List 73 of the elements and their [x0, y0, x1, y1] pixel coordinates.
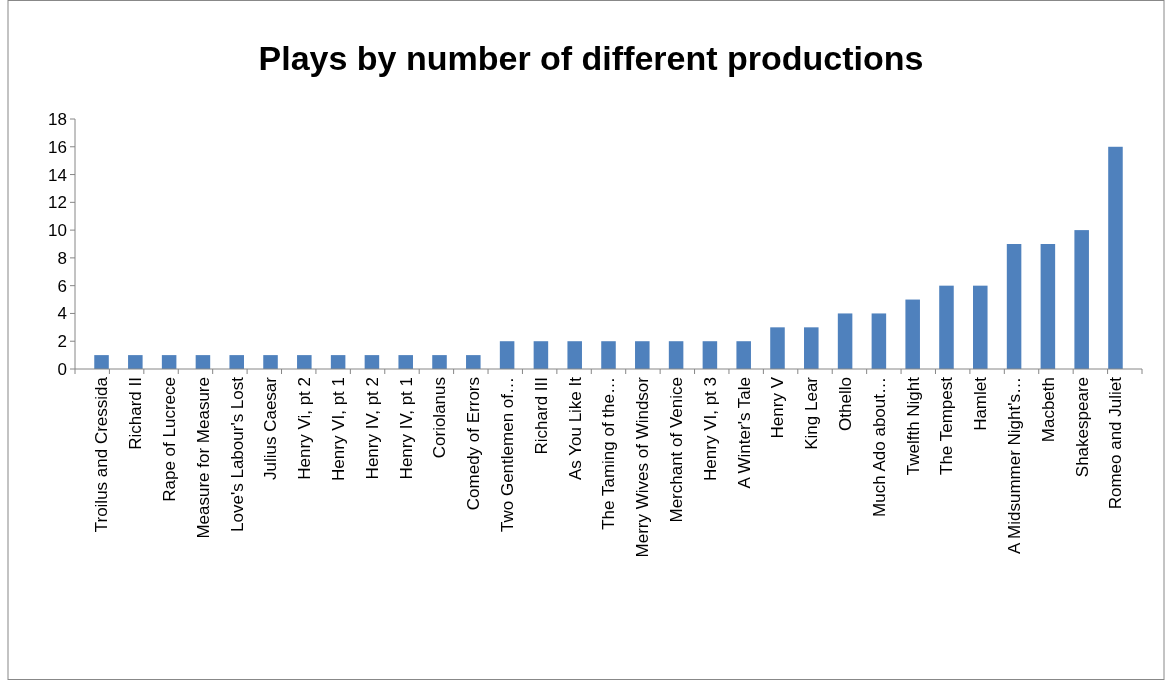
y-tick-label: 16	[48, 137, 67, 157]
x-tick-label: The Taming of the…	[599, 377, 619, 530]
y-tick-label: 8	[57, 248, 67, 268]
y-tick-label: 12	[48, 193, 67, 213]
x-tick-label: Shakespeare	[1072, 377, 1092, 478]
x-tick-label: The Tempest	[937, 376, 957, 475]
y-tick-label: 10	[48, 221, 67, 241]
y-tick-label: 0	[57, 359, 67, 379]
bar	[837, 313, 853, 369]
x-tick-label: Much Ado about…	[869, 377, 889, 517]
bar	[330, 355, 346, 369]
x-tick-label: Henry VI, pt 3	[700, 377, 720, 481]
x-tick-label: Two Gentlemen of…	[498, 377, 518, 532]
bar	[871, 313, 887, 369]
x-tick-label: Henry IV, pt 1	[396, 377, 416, 480]
x-tick-label: Twelfth Night	[903, 376, 923, 476]
bar	[1074, 230, 1089, 369]
bar	[905, 299, 920, 369]
bar	[195, 355, 211, 369]
bar	[1108, 146, 1123, 369]
x-tick-label: Merchant of Venice	[667, 377, 687, 523]
x-tick-label: Henry VI, pt 1	[329, 377, 349, 481]
y-tick-label: 18	[48, 109, 67, 129]
x-tick-label: Macbeth	[1038, 377, 1058, 443]
bar	[297, 355, 312, 369]
x-tick-label: Othello	[836, 377, 856, 431]
x-tick-label: A Winter's Tale	[734, 377, 754, 489]
x-tick-label: As You Like It	[565, 376, 585, 481]
y-tick-label: 14	[48, 165, 67, 185]
x-tick-label: A Midsummer Night's…	[1005, 377, 1025, 555]
bar	[736, 341, 751, 369]
bar	[432, 355, 447, 369]
x-tick-label: Measure for Measure	[193, 377, 213, 539]
bar	[973, 285, 988, 369]
x-tick-label: Troilus and Cressida	[92, 376, 112, 533]
bar	[263, 355, 278, 369]
bar	[635, 341, 650, 369]
bar	[939, 285, 954, 369]
x-tick-label: Henry IV, pt 2	[362, 377, 382, 480]
x-tick-label: Henry V	[768, 376, 788, 439]
bar	[398, 355, 413, 369]
bar	[161, 355, 177, 369]
y-tick-label: 4	[57, 304, 67, 324]
bar	[1006, 244, 1022, 369]
x-tick-label: Rape of Lucrece	[160, 377, 180, 502]
bar	[466, 355, 481, 369]
x-tick-label: Henry Vi, pt 2	[295, 377, 315, 480]
bar	[770, 327, 785, 369]
bar	[668, 341, 684, 369]
x-tick-label: Richard III	[531, 377, 551, 455]
bar	[804, 327, 819, 369]
x-tick-label: Love's Labour's Lost	[227, 376, 247, 532]
chart-title: Plays by number of different productions	[258, 39, 924, 77]
x-tick-label: Richard II	[126, 377, 146, 450]
bar	[533, 341, 549, 369]
bar	[601, 341, 616, 369]
x-tick-label: Comedy of Errors	[464, 377, 484, 511]
x-tick-label: Romeo and Juliet	[1106, 376, 1126, 510]
x-tick-label: Coriolanus	[430, 377, 450, 459]
x-tick-label: King Lear	[802, 376, 822, 450]
x-tick-label: Hamlet	[971, 376, 991, 431]
bar	[94, 355, 109, 369]
y-tick-label: 6	[57, 276, 67, 296]
bar	[128, 355, 143, 369]
x-tick-label: Merry Wives of Windsor	[633, 376, 653, 558]
y-tick-label: 2	[57, 332, 67, 352]
bar	[702, 341, 718, 369]
bar	[1040, 244, 1056, 369]
bar	[567, 341, 582, 369]
bar	[229, 355, 244, 369]
bar	[364, 355, 380, 369]
x-tick-label: Julius Caesar	[261, 376, 281, 480]
bar	[499, 341, 515, 369]
